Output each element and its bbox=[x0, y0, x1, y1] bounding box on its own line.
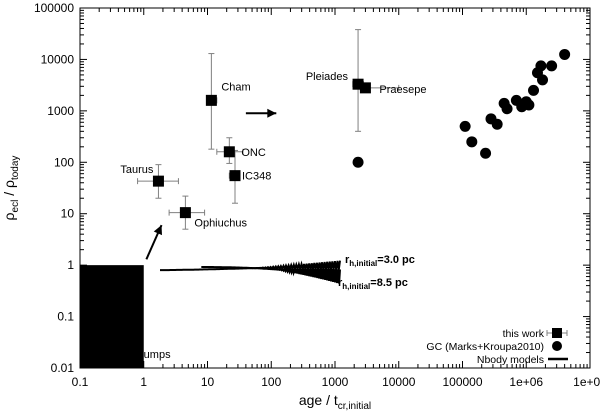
data-point-square bbox=[229, 170, 241, 182]
x-tick-label: 100000 bbox=[442, 375, 482, 389]
point-label: Pleiades bbox=[306, 71, 349, 83]
data-point-square bbox=[359, 82, 371, 94]
data-point-square bbox=[205, 94, 217, 106]
point-label: ONC bbox=[241, 147, 266, 159]
x-tick-label: 0.1 bbox=[72, 375, 89, 389]
data-point-circle bbox=[546, 60, 558, 72]
molecular-clumps-box bbox=[80, 265, 144, 368]
y-tick-label: 0.01 bbox=[51, 361, 75, 375]
x-tick-label: 100 bbox=[261, 375, 281, 389]
data-point-square bbox=[352, 78, 364, 90]
y-tick-label: 100000 bbox=[34, 1, 74, 15]
x-tick-label: 1 bbox=[140, 375, 147, 389]
point-label: Praesepe bbox=[379, 84, 426, 96]
y-tick-label: 100 bbox=[54, 155, 74, 169]
x-tick-label: 10 bbox=[201, 375, 215, 389]
point-label: Ophiuchus bbox=[194, 218, 247, 230]
data-point-square bbox=[179, 207, 191, 219]
point-label: Taurus bbox=[120, 164, 154, 176]
data-point-circle bbox=[523, 99, 535, 111]
point-label: Cham bbox=[221, 81, 250, 93]
x-tick-label: 1000 bbox=[322, 375, 349, 389]
nbody-models-layer bbox=[160, 260, 341, 284]
legend-label-gc: GC (Marks+Kroupa2010) bbox=[426, 341, 544, 353]
annotation-rh-8p5pc: rh,initial=8.5 pc bbox=[338, 277, 408, 291]
data-point-circle bbox=[459, 120, 471, 132]
x-axis-title: age / tcr,initial bbox=[299, 392, 371, 411]
annotation-rh-3pc: rh,initial=3.0 pc bbox=[345, 254, 415, 268]
y-tick-label: 1000 bbox=[47, 104, 74, 118]
y-axis-title: ρecl / ρtoday bbox=[1, 156, 21, 221]
point-label: IC348 bbox=[242, 171, 271, 183]
data-point-circle bbox=[535, 60, 547, 72]
y-tick-label: 10000 bbox=[41, 52, 75, 66]
x-tick-label: 1e+07 bbox=[573, 375, 600, 389]
arrows-layer bbox=[145, 108, 277, 260]
legend-label-this-work: this work bbox=[503, 328, 545, 340]
legend: this work GC (Marks+Kroupa2010) Nbody mo… bbox=[426, 328, 568, 366]
nbody-track bbox=[201, 265, 341, 284]
data-point-square bbox=[152, 175, 164, 187]
data-point-circle bbox=[559, 48, 571, 60]
data-point-circle bbox=[480, 147, 492, 159]
data-point-circle bbox=[537, 74, 549, 86]
y-tick-label: 0.1 bbox=[57, 310, 74, 324]
data-point-circle bbox=[528, 84, 540, 96]
arrow-clumps-head bbox=[153, 225, 162, 236]
data-point-circle bbox=[501, 103, 513, 115]
arrow-clusters-head bbox=[267, 108, 277, 118]
legend-marker-square bbox=[552, 328, 562, 338]
legend-marker-circle bbox=[552, 341, 562, 351]
molecular-clumps-layer: molecular clumps bbox=[80, 265, 171, 368]
molecular-clumps-label: molecular clumps bbox=[85, 349, 171, 361]
data-point-circle bbox=[352, 156, 364, 168]
y-tick-label: 10 bbox=[61, 207, 75, 221]
y-tick-label: 1 bbox=[67, 258, 74, 272]
data-point-circle bbox=[491, 118, 503, 130]
markers-layer bbox=[152, 48, 571, 219]
x-tick-label: 10000 bbox=[382, 375, 416, 389]
ticks-layer: 0.11101001000100001000001e+061e+070.010.… bbox=[34, 1, 600, 389]
point-labels-layer: Taurus Ophiuchus Cham ONC IC348 Pleiades Praes… bbox=[120, 71, 426, 229]
plot-frame bbox=[79, 7, 591, 369]
legend-label-nbody: Nbody models bbox=[477, 354, 544, 366]
data-point-circle bbox=[466, 136, 478, 148]
data-point-square bbox=[223, 146, 235, 158]
x-tick-label: 1e+06 bbox=[509, 375, 543, 389]
